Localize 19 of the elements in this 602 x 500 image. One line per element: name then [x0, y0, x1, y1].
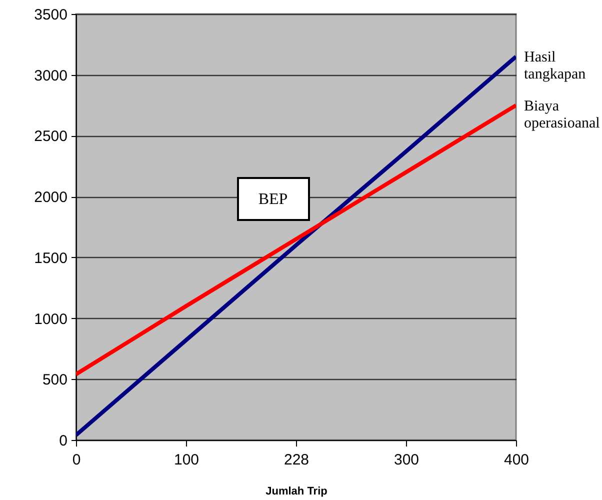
- y-tick-label: 500: [42, 372, 68, 389]
- series-label: Biaya operasioanal: [524, 98, 600, 132]
- x-tick-label: 228: [284, 452, 310, 468]
- x-tick-label: 0: [72, 452, 81, 468]
- x-axis-title: Jumlah Trip: [266, 486, 328, 498]
- series-label: Hasil tangkapan: [524, 50, 586, 83]
- x-tick-label: 400: [504, 452, 530, 468]
- x-tick-label: 100: [174, 452, 200, 468]
- annotation: BEP: [258, 191, 288, 208]
- y-tick-label: 0: [59, 432, 68, 450]
- y-tick-label: 3500: [34, 6, 68, 24]
- y-tick-label: 1500: [34, 250, 68, 267]
- y-tick-label: 3000: [34, 67, 68, 84]
- line-series: [76, 54, 516, 438]
- y-tick-label: 2500: [34, 128, 68, 146]
- y-tick-label: 2000: [34, 189, 68, 206]
- y-tick-label: 1000: [34, 310, 68, 328]
- line-series: [76, 103, 516, 376]
- x-tick-label: 300: [394, 452, 420, 468]
